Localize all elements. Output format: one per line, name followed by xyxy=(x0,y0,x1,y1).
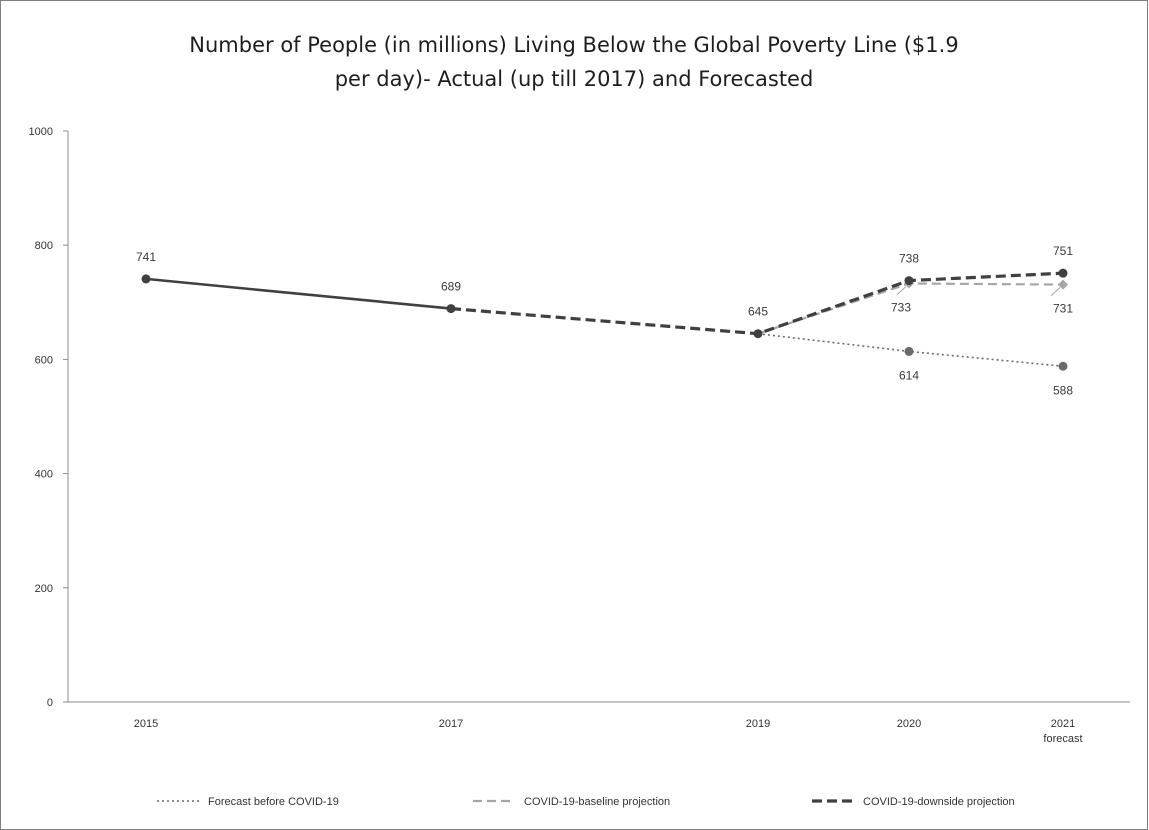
data-label: 738 xyxy=(899,252,919,266)
x-tick-label: 2020 xyxy=(897,718,921,730)
label-leader-line xyxy=(1050,287,1061,296)
data-label: 741 xyxy=(136,250,156,264)
chart-title-line-1: Number of People (in millions) Living Be… xyxy=(189,33,958,57)
y-tick-label: 600 xyxy=(35,354,53,366)
x-tick-label: 2015 xyxy=(134,718,158,730)
data-point-downside xyxy=(904,276,914,286)
data-points xyxy=(141,268,1068,371)
y-tick-label: 200 xyxy=(35,583,53,595)
data-point-downside xyxy=(1058,268,1068,278)
data-label: 588 xyxy=(1053,383,1073,397)
x-tick-sublabel: forecast xyxy=(1043,733,1082,745)
label-leader-line xyxy=(896,286,907,295)
data-label: 689 xyxy=(441,280,461,294)
legend-label-downside: COVID-19-downside projection xyxy=(863,796,1015,808)
data-label: 614 xyxy=(899,368,919,382)
data-point-baseline xyxy=(1058,279,1068,290)
x-tick-label: 2017 xyxy=(439,718,463,730)
data-point-forecast_before xyxy=(904,346,914,356)
chart-title-line-2: per day)- Actual (up till 2017) and Fore… xyxy=(335,67,814,91)
data-point-downside xyxy=(753,329,763,339)
legend-label-baseline: COVID-19-baseline projection xyxy=(524,796,670,808)
x-tick-label: 2019 xyxy=(746,718,770,730)
y-tick-label: 400 xyxy=(35,469,53,481)
data-label: 751 xyxy=(1053,244,1073,258)
y-tick-label: 0 xyxy=(47,697,53,709)
y-axis: 0 200 400 600 800 1000 xyxy=(29,126,69,709)
data-label: 733 xyxy=(891,300,911,314)
series-line-downside xyxy=(450,271,1064,336)
y-tick-label: 1000 xyxy=(29,126,53,138)
series-line-actual xyxy=(145,277,452,310)
series-line-forecast_before xyxy=(757,332,1064,368)
data-label: 645 xyxy=(748,305,768,319)
legend: Forecast before COVID-19 COVID-19-baselin… xyxy=(157,796,1015,808)
data-label: 731 xyxy=(1053,302,1073,316)
y-tick-label: 800 xyxy=(35,240,53,252)
x-tick-label: 2021 xyxy=(1051,718,1075,730)
data-point-actual xyxy=(141,274,151,284)
data-point-actual xyxy=(446,304,456,314)
legend-label-forecast_before: Forecast before COVID-19 xyxy=(208,796,339,808)
data-point-forecast_before xyxy=(1058,361,1068,371)
data-labels: 741 689 645 738 733 614 751 731 588 xyxy=(136,244,1073,397)
x-axis: 2015 2017 2019 2020 2021 forecast xyxy=(68,701,1130,745)
